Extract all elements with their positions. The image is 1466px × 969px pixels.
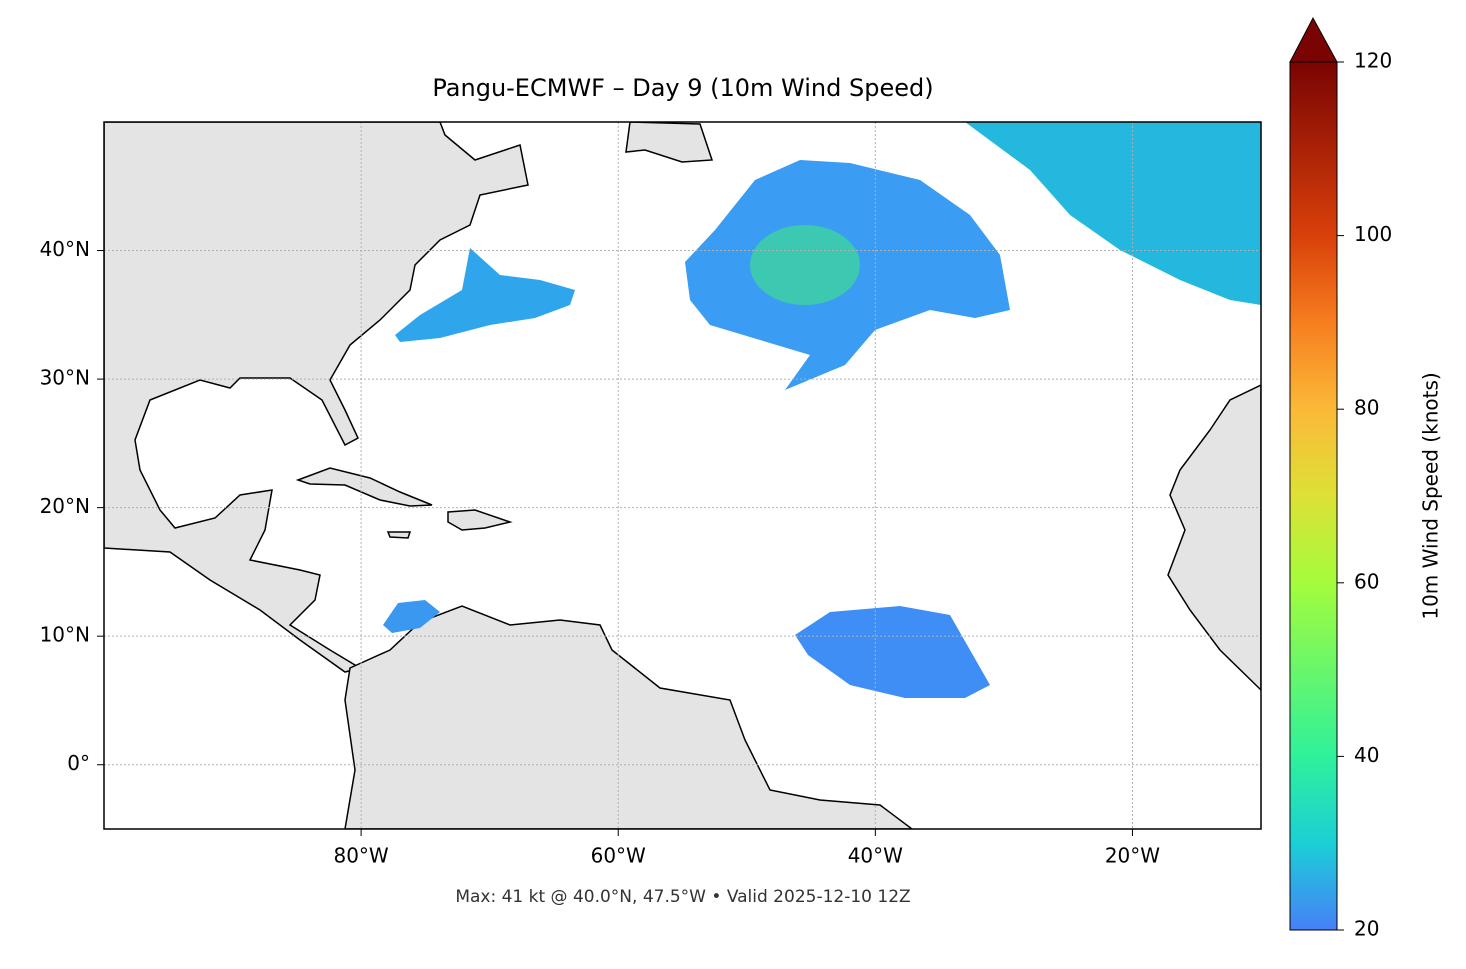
colorbar-label: 10m Wind Speed (knots): [1419, 372, 1443, 619]
y-tick-label: 0°: [67, 751, 90, 775]
y-tick-label: 30°N: [40, 366, 90, 390]
colorbar-tick-label: 60: [1354, 569, 1379, 593]
wind-area: [383, 600, 440, 633]
colorbar-tick-label: 80: [1354, 396, 1379, 420]
hispaniola: [447, 509, 513, 531]
x-tick-label: 40°W: [848, 844, 903, 868]
chart-title: Pangu-ECMWF – Day 9 (10m Wind Speed): [432, 74, 933, 102]
plot-frame: [103, 121, 1262, 830]
colorbar-tick-label: 20: [1354, 917, 1379, 941]
north-america: [104, 122, 529, 673]
colorbar: [1289, 61, 1338, 931]
colorbar-extend: [1289, 16, 1338, 63]
wind-core: [750, 225, 860, 305]
colorbar-tick-label: 40: [1354, 743, 1379, 767]
footnote: Max: 41 kt @ 40.0°N, 47.5°W • Valid 2025…: [455, 887, 910, 907]
wind-area: [795, 606, 990, 698]
map-area: [104, 122, 1261, 829]
y-tick-label: 40°N: [40, 237, 90, 261]
colorbar-tick-label: 120: [1354, 49, 1392, 73]
jamaica: [386, 531, 412, 539]
wind-area: [965, 122, 1261, 305]
y-tick-label: 20°N: [40, 494, 90, 518]
x-tick-label: 20°W: [1105, 844, 1160, 868]
colorbar-tick-label: 100: [1354, 222, 1392, 246]
newfoundland: [625, 122, 714, 163]
wind-area: [395, 248, 575, 342]
south-america: [344, 605, 914, 829]
x-tick-label: 60°W: [591, 844, 646, 868]
africa: [1167, 384, 1261, 692]
cuba: [295, 467, 433, 507]
y-tick-label: 10°N: [40, 623, 90, 647]
x-tick-label: 80°W: [333, 844, 388, 868]
